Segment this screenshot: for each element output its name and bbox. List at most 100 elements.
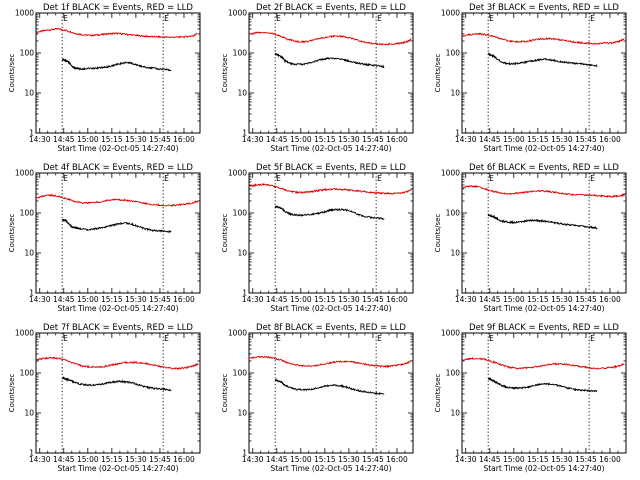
plot-frame: [248, 172, 414, 294]
series-events-line: [487, 213, 598, 230]
x-tick-label: 15:30: [125, 455, 147, 464]
event-marker-label: E: [276, 14, 281, 23]
x-tick-label: 15:00: [77, 455, 99, 464]
y-axis-label: Counts/sec: [8, 54, 16, 93]
detector-panel-2: Det 2f BLACK = Events, RED = LLD 1 10 100 10…: [221, 3, 414, 153]
x-tick-label: 16:00: [173, 135, 195, 144]
series-events-line: [61, 375, 172, 392]
x-tick-label: 14:30: [455, 455, 477, 464]
x-tick-label: 15:30: [551, 455, 573, 464]
x-tick-label: 15:45: [362, 295, 384, 304]
x-tick-label: 15:45: [149, 455, 171, 464]
event-marker-label: E: [63, 174, 68, 183]
x-tick-label: 15:00: [503, 295, 525, 304]
event-marker-label: E: [590, 14, 595, 23]
x-tick-label: 15:30: [125, 295, 147, 304]
panel-title: Det 8f BLACK = Events, RED = LLD: [256, 323, 406, 333]
y-tick-label: 100: [233, 369, 248, 378]
x-tick-label: 16:00: [599, 135, 621, 144]
y-tick-label: 10: [237, 409, 247, 418]
event-marker-label: E: [590, 334, 595, 343]
y-tick-label: 1000: [15, 169, 34, 178]
panel-title: Det 6f BLACK = Events, RED = LLD: [469, 163, 619, 173]
y-axis-label: Counts/sec: [8, 374, 16, 413]
x-tick-label: 15:15: [101, 135, 123, 144]
x-tick-label: 15:30: [338, 295, 360, 304]
x-tick-label: 15:45: [149, 295, 171, 304]
y-tick-label: 10: [24, 89, 34, 98]
y-tick-label: 10: [24, 249, 34, 258]
plot-frame: [35, 172, 201, 294]
x-tick-label: 14:45: [479, 455, 501, 464]
series-events-line: [61, 218, 172, 234]
series-lld-line: [248, 31, 412, 46]
series-events-line: [61, 58, 172, 72]
plot-frame: [35, 332, 201, 454]
y-tick-label: 100: [233, 209, 248, 218]
y-tick-label: 1: [242, 289, 247, 298]
x-tick-label: 15:15: [314, 135, 336, 144]
series-events-line: [487, 377, 598, 393]
event-marker-label: E: [63, 334, 68, 343]
x-tick-label: 14:30: [29, 295, 51, 304]
detector-panel-7: Det 7f BLACK = Events, RED = LLD 1 10 100 10…: [8, 323, 201, 473]
y-tick-label: 1000: [441, 9, 460, 18]
panel-title: Det 2f BLACK = Events, RED = LLD: [256, 3, 406, 13]
x-tick-label: 15:00: [290, 135, 312, 144]
y-tick-label: 1: [242, 129, 247, 138]
panel-title: Det 4f BLACK = Events, RED = LLD: [43, 163, 193, 173]
panel-title: Det 7f BLACK = Events, RED = LLD: [43, 323, 193, 333]
plot-frame: [461, 172, 627, 294]
x-tick-label: 14:30: [29, 455, 51, 464]
y-tick-label: 1000: [15, 9, 34, 18]
x-axis-label: Start Time (02-Oct-05 14:27:40): [483, 464, 604, 473]
event-marker-label: E: [590, 174, 595, 183]
series-events-line: [487, 52, 598, 68]
x-tick-label: 15:30: [125, 135, 147, 144]
x-tick-label: 14:30: [29, 135, 51, 144]
x-tick-label: 15:00: [503, 135, 525, 144]
plot-frame: [248, 12, 414, 134]
panel-title: Det 3f BLACK = Events, RED = LLD: [469, 3, 619, 13]
x-tick-label: 14:45: [266, 135, 288, 144]
y-tick-label: 1: [455, 129, 460, 138]
x-axis-label: Start Time (02-Oct-05 14:27:40): [270, 304, 391, 313]
detector-panel-6: Det 6f BLACK = Events, RED = LLD 1 10 100 10…: [434, 163, 627, 313]
x-axis-label: Start Time (02-Oct-05 14:27:40): [483, 144, 604, 153]
y-tick-label: 1: [29, 449, 34, 458]
y-tick-label: 1: [29, 129, 34, 138]
panel-title: Det 1f BLACK = Events, RED = LLD: [43, 3, 193, 13]
y-tick-label: 10: [24, 409, 34, 418]
x-tick-label: 16:00: [386, 135, 408, 144]
detector-panel-3: Det 3f BLACK = Events, RED = LLD 1 10 100 10…: [434, 3, 627, 153]
y-axis-label: Counts/sec: [434, 54, 442, 93]
y-tick-label: 100: [446, 49, 461, 58]
y-tick-label: 100: [446, 209, 461, 218]
y-tick-label: 100: [20, 369, 35, 378]
series-events-line: [274, 377, 385, 396]
event-marker-label: E: [276, 334, 281, 343]
event-marker-label: E: [164, 334, 169, 343]
event-marker-label: E: [276, 174, 281, 183]
x-tick-label: 15:15: [527, 455, 549, 464]
series-lld-line: [462, 356, 625, 370]
event-marker-label: E: [63, 14, 68, 23]
x-tick-label: 15:15: [314, 455, 336, 464]
series-lld-line: [461, 32, 625, 45]
y-tick-label: 1: [29, 289, 34, 298]
y-tick-label: 1: [455, 449, 460, 458]
x-tick-label: 15:30: [551, 295, 573, 304]
x-tick-label: 15:45: [362, 455, 384, 464]
x-tick-label: 15:45: [362, 135, 384, 144]
x-tick-label: 14:30: [242, 135, 264, 144]
x-tick-label: 15:30: [338, 135, 360, 144]
plot-frame: [248, 332, 414, 454]
series-lld-line: [35, 27, 198, 39]
panel-title: Det 9f BLACK = Events, RED = LLD: [469, 323, 619, 333]
x-tick-label: 16:00: [173, 455, 195, 464]
event-marker-label: E: [489, 14, 494, 23]
event-marker-label: E: [164, 174, 169, 183]
x-tick-label: 15:15: [314, 295, 336, 304]
x-tick-label: 14:45: [266, 455, 288, 464]
